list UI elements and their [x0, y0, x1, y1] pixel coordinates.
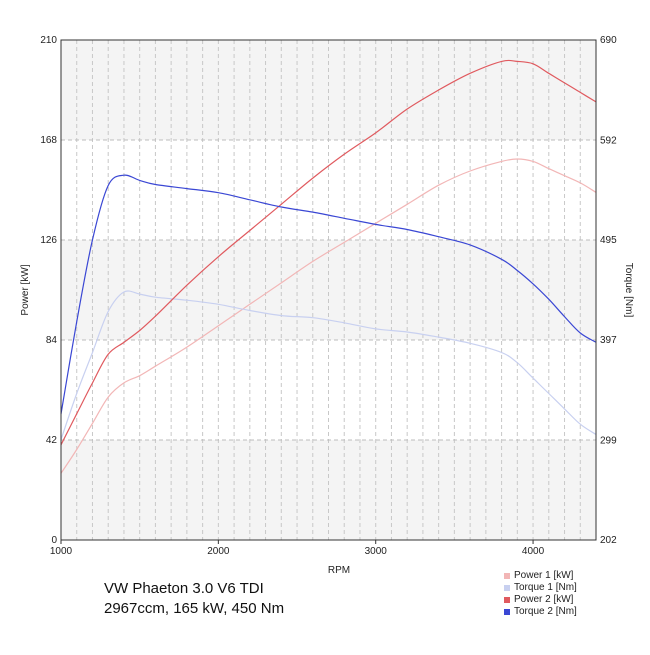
- y-axis-left-label: Power [kW]: [20, 264, 31, 315]
- x-tick-label: 3000: [365, 546, 388, 557]
- series-layer: [60, 59, 597, 474]
- legend-swatch: [504, 597, 510, 603]
- series-line-2: [60, 290, 597, 440]
- series-line-1: [60, 158, 597, 474]
- plot-frame: [60, 39, 597, 541]
- legend-item: Torque 2 [Nm]: [504, 606, 577, 618]
- y-right-tick-label: 690: [600, 35, 617, 46]
- y-right-tick-label: 397: [600, 335, 617, 346]
- y-right-tick-label: 202: [600, 535, 617, 546]
- plot-band: [61, 240, 596, 340]
- y-right-tick-label: 299: [600, 436, 617, 447]
- y-right-tick-label: 495: [600, 235, 617, 246]
- y-left-tick-label: 42: [46, 435, 58, 446]
- legend-swatch: [504, 573, 510, 579]
- legend-item: Power 1 [kW]: [504, 570, 577, 582]
- legend-item: Torque 1 [Nm]: [504, 582, 577, 594]
- caption-specs: 2967ccm, 165 kW, 450 Nm: [104, 600, 285, 617]
- y-left-tick-label: 126: [40, 235, 57, 246]
- legend-swatch: [504, 585, 510, 591]
- y-left-tick-label: 210: [40, 35, 57, 46]
- x-tick-label: 2000: [207, 546, 230, 557]
- y-axis-right-label: Torque [Nm]: [623, 263, 634, 318]
- x-tick-label: 4000: [522, 546, 545, 557]
- caption-model: VW Phaeton 3.0 V6 TDI: [104, 580, 264, 597]
- y-left-tick-label: 0: [51, 535, 57, 546]
- legend-item: Power 2 [kW]: [504, 594, 577, 606]
- legend-label: Power 2 [kW]: [514, 594, 574, 605]
- series-line-3: [60, 59, 597, 446]
- x-axis-label: RPM: [328, 565, 350, 576]
- x-tick-label: 1000: [50, 546, 73, 557]
- tick-labels: 1000 2000 3000 4000 0 42 84 126 168 210 202 299 397 4…: [40, 35, 617, 557]
- legend: Power 1 [kW] Torque 1 [Nm] Power 2 [kW] Tor…: [504, 570, 577, 618]
- y-right-tick-label: 592: [600, 135, 617, 146]
- series-line-4: [60, 174, 597, 415]
- legend-label: Torque 2 [Nm]: [514, 606, 577, 617]
- legend-swatch: [504, 609, 510, 615]
- plot-bands: [61, 40, 596, 540]
- y-left-tick-label: 168: [40, 135, 57, 146]
- legend-label: Torque 1 [Nm]: [514, 582, 577, 593]
- legend-label: Power 1 [kW]: [514, 570, 574, 581]
- y-left-tick-label: 84: [46, 335, 58, 346]
